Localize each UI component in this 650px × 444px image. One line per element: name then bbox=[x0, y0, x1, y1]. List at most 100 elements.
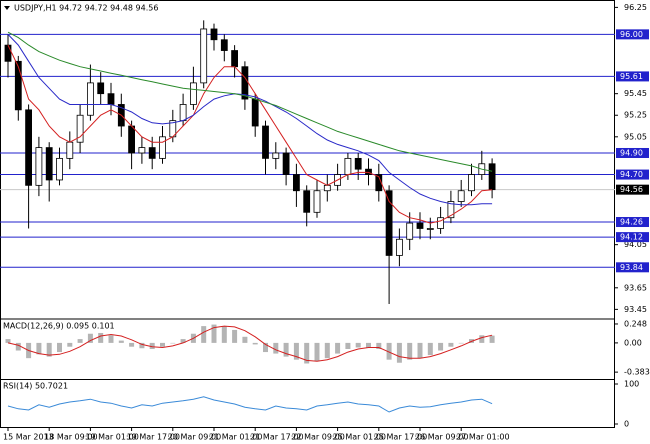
level-label: 95.61 bbox=[620, 72, 643, 81]
y-tick-label: 96.25 bbox=[624, 3, 647, 12]
y-tick-label: 0 bbox=[624, 420, 629, 429]
candle-body bbox=[303, 190, 311, 213]
histogram-bar bbox=[57, 342, 62, 353]
level-label-box bbox=[616, 29, 649, 40]
candle-body bbox=[97, 82, 105, 95]
candle-body bbox=[148, 147, 156, 159]
histogram-bar bbox=[77, 339, 83, 343]
candle-body bbox=[282, 152, 290, 175]
histogram-bar bbox=[118, 340, 124, 343]
histogram-bar bbox=[108, 335, 114, 343]
histogram-bar bbox=[252, 342, 258, 345]
y-tick-label: 0.00 bbox=[624, 338, 642, 347]
level-label-box bbox=[616, 71, 649, 82]
candle-body bbox=[4, 44, 12, 62]
x-tick-label: 19 Mar 01:00 bbox=[85, 433, 138, 442]
histogram-bar bbox=[263, 342, 268, 353]
histogram-bar bbox=[335, 342, 341, 354]
last-price-box bbox=[616, 184, 649, 195]
y-tick-label: 100 bbox=[624, 380, 639, 389]
candle-body bbox=[138, 147, 146, 154]
level-label-box bbox=[616, 169, 649, 180]
histogram-bar bbox=[324, 342, 330, 359]
candle-body bbox=[231, 50, 239, 68]
y-tick-label: 95.45 bbox=[624, 89, 647, 98]
candle-body bbox=[128, 125, 136, 154]
histogram-bar bbox=[5, 339, 11, 343]
level-label: 94.12 bbox=[620, 233, 643, 242]
y-tick-label: 93.45 bbox=[624, 305, 647, 314]
histogram-bar bbox=[355, 342, 361, 348]
x-tick-label: 15 Mar 2013 bbox=[3, 433, 54, 442]
histogram-bar bbox=[170, 342, 176, 344]
candle-body bbox=[313, 190, 321, 213]
last-price-label: 94.56 bbox=[620, 185, 643, 194]
histogram-bar bbox=[489, 335, 495, 343]
histogram-bar bbox=[67, 342, 73, 347]
candle-body bbox=[87, 82, 94, 116]
histogram-bar bbox=[293, 342, 299, 360]
histogram-bar bbox=[273, 342, 279, 354]
level-label-box bbox=[616, 232, 649, 243]
level-label-box bbox=[616, 147, 649, 158]
indicator-line bbox=[7, 396, 493, 413]
candle-body bbox=[251, 98, 259, 127]
candle-body bbox=[323, 184, 331, 192]
candle-body bbox=[220, 39, 228, 51]
symbol-menu-icon bbox=[4, 6, 10, 10]
indicator-line bbox=[7, 44, 493, 224]
candle-body bbox=[292, 174, 300, 192]
candle-body bbox=[426, 228, 434, 230]
histogram-bar bbox=[396, 342, 402, 363]
x-tick-label: 20 Mar 09:00 bbox=[168, 433, 221, 442]
candle-body bbox=[189, 82, 197, 105]
x-tick-label: 25 Mar 17:00 bbox=[374, 433, 427, 442]
histogram-bar bbox=[479, 335, 485, 343]
histogram-bar bbox=[448, 342, 454, 347]
level-label: 94.90 bbox=[620, 148, 643, 157]
histogram-bar bbox=[458, 342, 464, 344]
histogram-bar bbox=[242, 336, 248, 343]
histogram-bar bbox=[180, 339, 186, 343]
candle-body bbox=[200, 28, 208, 84]
candle-body bbox=[179, 104, 187, 122]
candle-body bbox=[25, 109, 33, 186]
y-tick-label: 95.25 bbox=[624, 111, 647, 120]
panel-title: RSI(14) 50.7021 bbox=[3, 382, 68, 391]
level-label: 94.26 bbox=[620, 218, 643, 227]
histogram-bar bbox=[129, 342, 135, 347]
candle-body bbox=[210, 28, 218, 41]
histogram-bar bbox=[314, 342, 320, 362]
histogram-bar bbox=[36, 342, 42, 355]
histogram-bar bbox=[232, 329, 238, 343]
histogram-bar bbox=[386, 342, 392, 360]
candle-body bbox=[416, 222, 424, 229]
candle-body bbox=[385, 190, 393, 256]
histogram-bar bbox=[139, 342, 145, 349]
candle-body bbox=[35, 147, 43, 186]
y-tick-label: 94.05 bbox=[624, 240, 647, 249]
candle-body bbox=[272, 152, 280, 159]
histogram-bar bbox=[417, 342, 423, 359]
histogram-bar bbox=[160, 342, 165, 347]
candle-body bbox=[159, 136, 166, 159]
histogram-bar bbox=[427, 342, 433, 356]
level-label: 96.00 bbox=[620, 30, 643, 39]
panel-title: USDJPY,H1 94.72 94.72 94.48 94.56 bbox=[14, 4, 158, 13]
histogram-bar bbox=[149, 342, 155, 349]
candle-body bbox=[76, 114, 84, 143]
histogram-bar bbox=[87, 333, 93, 343]
candle-body bbox=[468, 174, 475, 192]
x-tick-label: 21 Mar 01:00 bbox=[209, 433, 262, 442]
candle-body bbox=[262, 125, 269, 159]
histogram-bar bbox=[201, 326, 207, 343]
candle-body bbox=[488, 163, 496, 191]
level-label-box bbox=[616, 217, 649, 228]
histogram-bar bbox=[283, 342, 289, 357]
histogram-bar bbox=[221, 326, 227, 343]
histogram-bar bbox=[304, 342, 310, 364]
y-tick-label: -0.383 bbox=[624, 368, 650, 377]
histogram-bar bbox=[46, 342, 52, 357]
indicator-line bbox=[7, 34, 493, 206]
